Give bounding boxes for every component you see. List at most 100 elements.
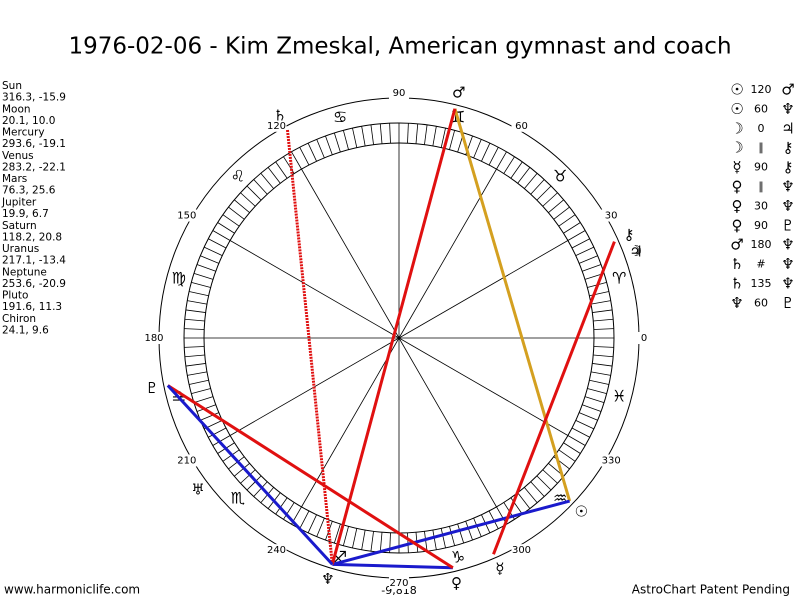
planet-glyph: ♇ [145,379,158,397]
ring-tick [260,173,274,189]
aspect-to: ♆ [781,255,794,273]
degree-bg [601,209,622,222]
ring-tick [488,147,499,166]
degree-label: 60 [515,121,528,132]
ring-tick [593,328,614,330]
ring-tick [481,142,491,162]
aspect-kind: 60 [754,102,768,115]
ring-tick [536,475,552,491]
aspect-kind: ∥ [758,180,764,193]
ring-tick [189,291,209,297]
ring-tick [275,497,288,515]
ring-tick [352,128,358,148]
aspect-from: ♂ [730,236,743,254]
spoke [398,337,569,436]
ring-tick [187,371,208,376]
ring-tick [592,363,613,367]
ring-tick [563,442,581,454]
planet-glyph: ☿ [495,559,504,577]
ring-tick [200,255,219,264]
degree-bg [266,119,287,132]
aspect-line [166,384,334,566]
ring-tick [579,412,598,421]
ring-tick [291,151,302,170]
ring-tick [510,161,523,179]
spoke [301,337,400,508]
ring-tick [567,230,586,241]
planet-name: Jupiter [1,197,37,209]
ring-tick [584,396,605,404]
ring-tick [187,300,208,305]
degree-bg [389,87,409,99]
ring-tick [253,179,268,195]
ring-tick [575,246,595,256]
planet-glyph: ♂ [452,84,465,102]
degree-bg [511,119,532,132]
ring-tick [465,521,473,541]
planet-name: Moon [2,103,31,115]
ring-tick [212,230,231,241]
ring-tick [333,523,341,544]
ring-tick [185,309,206,313]
planet-position: 118.2, 20.8 [2,231,62,243]
ring-tick [424,531,428,552]
ring-tick [389,123,391,144]
ring-tick [524,173,538,189]
ring-tick [424,124,428,145]
ring-tick [370,124,374,145]
planet-glyph: ♃ [629,243,642,261]
ring-tick [530,179,545,195]
ring-tick [246,475,262,491]
planet-position: 283.2, -22.1 [2,161,66,173]
ring-tick [536,185,552,201]
ring-tick [325,135,333,155]
degree-label: 270 [389,578,408,589]
ring-tick [196,264,216,272]
ring-tick [203,246,223,256]
aspect-kind: 60 [754,296,768,309]
planet-glyph: ♀ [451,574,462,592]
planet-name: Pluto [2,290,28,302]
ring-tick [246,185,262,201]
ring-tick [189,379,209,385]
ring-tick [240,469,256,484]
degree-bg [144,332,164,344]
ring-tick [222,214,240,227]
ring-tick [517,167,531,184]
ring-tick [342,130,349,150]
aspect-to: ⚷ [783,158,794,176]
ring-tick [184,318,205,322]
aspect-to: ♆ [781,197,794,215]
ring-tick [208,238,227,249]
ring-tick [593,318,614,322]
planet-position: 20.1, 10.0 [2,115,55,127]
planet-glyph: ♆ [321,570,334,588]
planet-name: Chiron [2,313,36,325]
ring-tick [191,281,211,288]
degree-label: 240 [267,545,286,556]
planet-position: 76.3, 25.6 [2,185,56,197]
planet-name: Uranus [2,243,39,255]
ring-tick [542,469,558,484]
ring-tick [449,526,456,546]
sign-glyph: ♉ [553,166,567,185]
ring-tick [590,371,611,376]
ring-tick [473,139,482,158]
aspect-kind: 180 [751,238,772,251]
sign-glyph: ♓ [612,387,626,406]
ring-tick [558,449,576,462]
ring-tick [587,388,607,395]
ring-tick [432,529,437,550]
degree-bg [176,209,197,222]
aspect-to: ♂ [781,81,794,99]
aspect-from: ☉ [730,100,743,118]
aspect-from: ☿ [732,158,741,176]
aspect-from: ♀ [732,216,743,234]
aspect-from: ♄ [730,255,743,273]
aspect-line [330,108,457,565]
planet-position: 316.3, -15.9 [2,92,66,104]
ring-tick [352,528,358,548]
ring-tick [361,529,366,550]
degree-bg [511,544,532,557]
